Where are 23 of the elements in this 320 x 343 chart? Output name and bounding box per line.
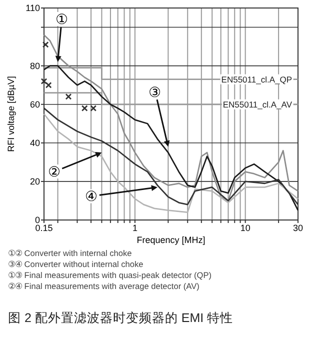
annotation: ② <box>48 164 62 180</box>
text: ①③ Final measurements with quasi-peak detector (QP) <box>8 270 212 280</box>
x-tick-label: 10 <box>240 223 250 233</box>
annotation: ① <box>55 10 68 27</box>
annotation: ③ <box>148 84 162 100</box>
x-axis-title: Frequency [MHz] <box>136 235 206 245</box>
series-label: EN55011_cl.A_QP <box>221 74 292 84</box>
caption: 图 2 配外置滤波器时变频器的 EMI 特性 <box>8 311 234 325</box>
text: ③④ Converter without internal choke <box>8 259 144 269</box>
y-axis-title: RFI voltage [dBµV] <box>6 76 16 152</box>
y-tick-label: 60 <box>30 99 40 110</box>
x-tick-label: 0.15 <box>35 223 53 233</box>
y-tick-label: 0 <box>34 215 40 225</box>
y-tick-label: 110 <box>26 3 40 13</box>
x-tick-label: 1 <box>132 223 138 233</box>
text: ①② Converter with internal choke <box>8 248 132 258</box>
annotation: ④ <box>84 188 98 204</box>
text: ②④ Final measurements with average detector (AV) <box>8 281 200 291</box>
y-tick-label: 20 <box>30 176 40 186</box>
y-tick-label: 40 <box>30 138 40 148</box>
y-tick-label: 80 <box>30 60 40 71</box>
series-label: EN55011_cl.A_AV <box>222 99 292 110</box>
x-tick-label: 30 <box>292 223 304 233</box>
